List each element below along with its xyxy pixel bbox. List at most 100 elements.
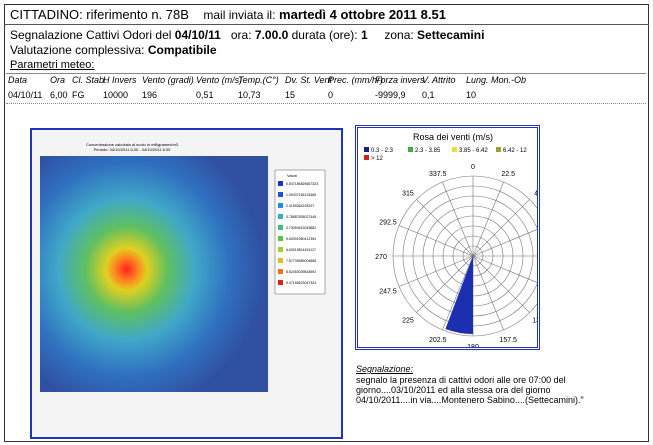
col-header: Dv. St. Vent bbox=[285, 75, 332, 85]
legend-label: 9.47166623047324 bbox=[286, 281, 316, 285]
col-header: V. Attrito bbox=[422, 75, 456, 85]
t: Valutazione complessiva: bbox=[10, 43, 145, 57]
legend-label: 0.547185825667323 bbox=[286, 182, 318, 186]
direction-label: 270 bbox=[375, 254, 387, 261]
cell: 10 bbox=[466, 90, 476, 100]
direction-label: 247.5 bbox=[379, 288, 397, 295]
legend-label: 3.78887835027445 bbox=[286, 215, 316, 219]
legend-label: 7.57739589004856 bbox=[286, 259, 316, 263]
legend-swatch bbox=[278, 192, 283, 197]
spoke bbox=[473, 225, 537, 256]
legend-swatch bbox=[278, 236, 283, 241]
direction-label: 337.5 bbox=[429, 171, 447, 178]
class-label: 2.3 - 3.85 bbox=[415, 148, 441, 154]
legend-swatch bbox=[278, 280, 283, 285]
note: segnalo la presenza di cattivi odori all… bbox=[356, 375, 584, 405]
line2: Segnalazione Cattivi Odori del 04/10/11 … bbox=[10, 28, 484, 42]
wind-rose: Rosa dei venti (m/s) 0.3 - 2.3 2.3 - 3.85… bbox=[358, 128, 537, 347]
legend-title: Valori bbox=[287, 173, 297, 178]
ref: CITTADINO: riferimento n. 78B bbox=[10, 7, 189, 22]
spoke bbox=[473, 256, 537, 287]
direction-label: 202.5 bbox=[429, 337, 447, 344]
cell: 0,1 bbox=[422, 90, 435, 100]
v: Settecamini bbox=[417, 28, 484, 42]
mail-label: mail inviata il: bbox=[203, 8, 275, 22]
spoke bbox=[473, 256, 530, 313]
map-box: Concentrazione calcolata al suolo in mil… bbox=[30, 128, 343, 439]
class-label: 6.42 - 12 bbox=[503, 148, 527, 154]
class-swatch bbox=[496, 147, 501, 152]
legend-swatch bbox=[278, 203, 283, 208]
page: CITTADINO: riferimento n. 78B mail invia… bbox=[0, 0, 653, 445]
col-header: Forza invers bbox=[375, 75, 425, 85]
class-label: 0.3 - 2.3 bbox=[371, 148, 394, 154]
rose-title: Rosa dei venti (m/s) bbox=[413, 132, 493, 142]
col-header: Cl. Stab. bbox=[72, 75, 107, 85]
col-header: Vento (gradi) bbox=[142, 75, 194, 85]
note-line: 04/10/2011....in via....Montenero Sabino… bbox=[356, 395, 584, 405]
map-period: Periodo: 04/10/2011 6.00 - 04/10/2011 6.… bbox=[94, 147, 172, 152]
t: ora: bbox=[231, 28, 252, 42]
legend-label: 6.63019814491127 bbox=[286, 248, 316, 252]
direction-label: 0 bbox=[471, 164, 475, 171]
note-line: segnalo la presenza di cattivi odori all… bbox=[356, 375, 584, 385]
t: zona: bbox=[384, 28, 413, 42]
cell: 10,73 bbox=[238, 90, 261, 100]
v: 04/10/11 bbox=[175, 28, 221, 42]
col-header: Ora bbox=[50, 75, 65, 85]
v: 7.00.0 bbox=[255, 28, 288, 42]
note-title: Segnalazione: bbox=[356, 364, 413, 374]
line3: Valutazione complessiva: Compatibile bbox=[10, 43, 217, 57]
meteo-title: Parametri meteo: bbox=[10, 59, 94, 71]
cell: 10000 bbox=[103, 90, 128, 100]
direction-label: 157.5 bbox=[499, 337, 517, 344]
class-label: > 12 bbox=[371, 156, 384, 162]
cell: 04/10/11 bbox=[8, 90, 42, 100]
col-header: Vento (m/s) bbox=[196, 75, 242, 85]
class-swatch bbox=[364, 147, 369, 152]
legend-label: 1.09437165133465 bbox=[286, 193, 316, 197]
col-header: Lung. Mon.-Ob bbox=[466, 75, 526, 85]
note-line: giorno....03/10/2011 ed alla stessa ora … bbox=[356, 385, 584, 395]
direction-label: 180 bbox=[467, 344, 479, 347]
legend-swatch bbox=[278, 258, 283, 263]
mail-date: martedì 4 ottobre 2011 8.51 bbox=[279, 7, 446, 22]
cell: 6,00 bbox=[50, 90, 68, 100]
legend-swatch bbox=[278, 247, 283, 252]
heat-map bbox=[40, 156, 268, 392]
cell: FG bbox=[72, 90, 85, 100]
col-header: H Invers bbox=[103, 75, 137, 85]
cell: 0 bbox=[328, 90, 333, 100]
direction-label: 22.5 bbox=[501, 171, 515, 178]
col-header: Data bbox=[8, 75, 27, 85]
v: Compatibile bbox=[148, 43, 217, 57]
class-swatch bbox=[364, 155, 369, 160]
rose-box: Rosa dei venti (m/s) 0.3 - 2.3 2.3 - 3.85… bbox=[355, 125, 540, 350]
class-swatch bbox=[408, 147, 413, 152]
direction-label: 292.5 bbox=[379, 220, 397, 227]
legend-swatch bbox=[278, 214, 283, 219]
spoke bbox=[473, 199, 530, 256]
direction-label: 45 bbox=[534, 190, 537, 197]
v: 1 bbox=[361, 28, 368, 42]
class-swatch bbox=[452, 147, 457, 152]
t: durata (ore): bbox=[292, 28, 358, 42]
cell: 15 bbox=[285, 90, 295, 100]
map: Concentrazione calcolata al suolo in mil… bbox=[32, 130, 341, 437]
direction-label: 225 bbox=[402, 318, 414, 325]
legend-swatch bbox=[278, 181, 283, 186]
cell: -9999,9 bbox=[375, 90, 406, 100]
col-header: Temp.(C°) bbox=[238, 75, 279, 85]
cell: 0,51 bbox=[196, 90, 214, 100]
legend-label: 2.4159364228197 bbox=[286, 204, 314, 208]
legend-label: 4.73054913043862 bbox=[286, 226, 316, 230]
t: Segnalazione Cattivi Odori del bbox=[10, 28, 171, 42]
legend-swatch bbox=[278, 225, 283, 230]
direction-label: 315 bbox=[402, 190, 414, 197]
class-label: 3.85 - 6.42 bbox=[459, 148, 488, 154]
spoke bbox=[416, 199, 473, 256]
legend-swatch bbox=[278, 269, 283, 274]
line1: CITTADINO: riferimento n. 78B mail invia… bbox=[10, 7, 446, 22]
direction-label: 135 bbox=[532, 318, 537, 325]
cell: 196 bbox=[142, 90, 157, 100]
